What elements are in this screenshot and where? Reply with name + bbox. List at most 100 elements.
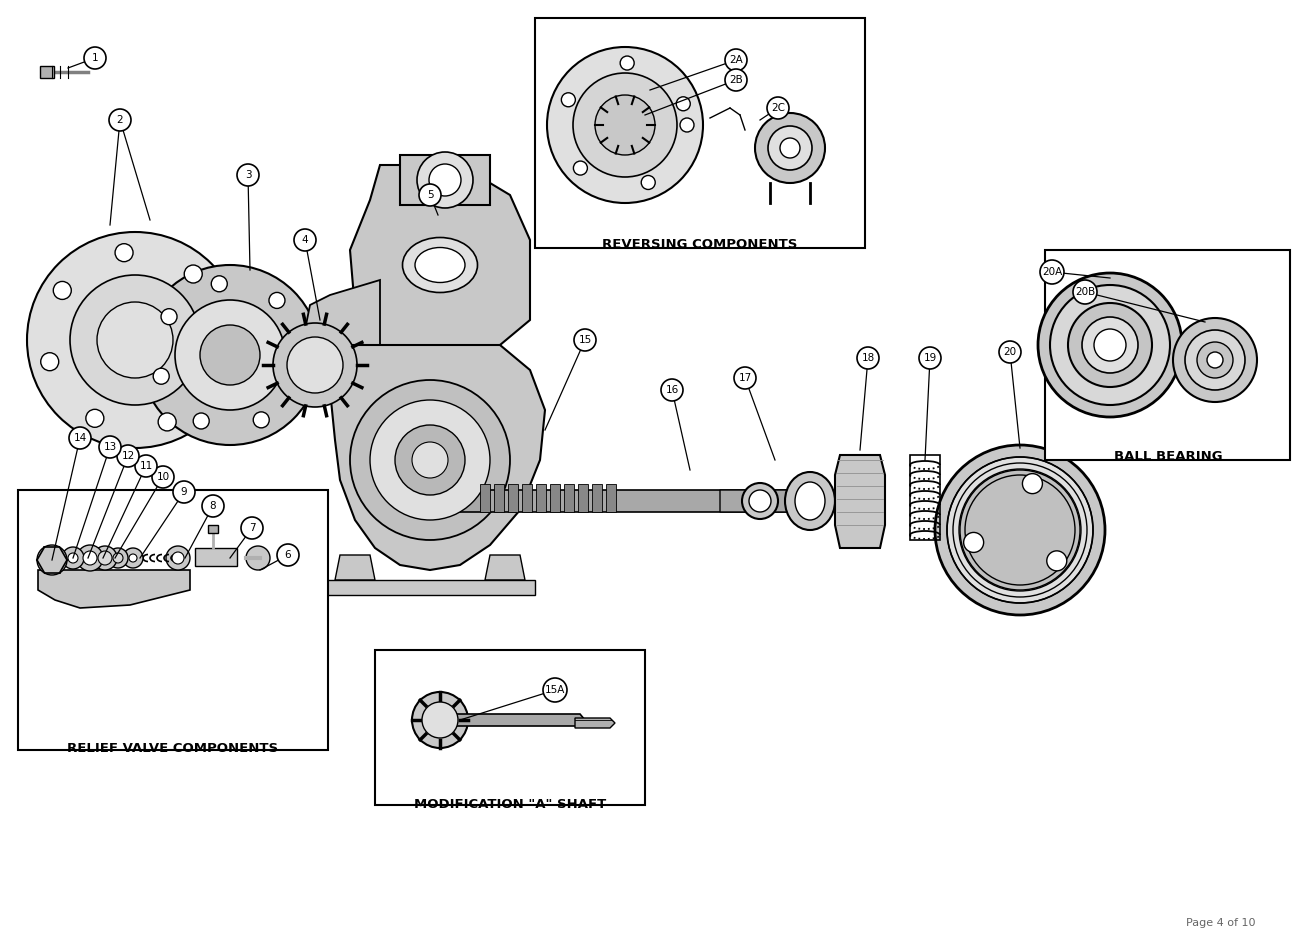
Circle shape [767,97,789,119]
Bar [195,548,237,566]
Circle shape [99,436,121,458]
Circle shape [725,49,748,71]
Circle shape [62,547,84,569]
Circle shape [857,347,879,369]
Text: REVERSING COMPONENTS: REVERSING COMPONENTS [602,238,798,251]
Circle shape [1050,285,1170,405]
Circle shape [543,678,567,702]
Circle shape [412,442,448,478]
Text: 20A: 20A [1041,267,1062,277]
Circle shape [1173,318,1257,402]
Circle shape [959,470,1080,590]
Bar [480,484,490,512]
Circle shape [70,275,200,405]
Circle shape [680,118,694,132]
Bar [910,455,940,540]
Circle shape [660,379,682,401]
Circle shape [1186,330,1245,390]
Circle shape [27,232,243,448]
Text: 3: 3 [244,170,251,180]
Text: 1: 1 [92,53,99,63]
Circle shape [1046,551,1067,571]
Circle shape [254,412,269,428]
Text: 2A: 2A [729,55,742,65]
Circle shape [153,368,169,384]
Circle shape [734,367,757,389]
Bar [508,484,517,512]
Bar [1045,250,1290,460]
Text: 5: 5 [426,190,433,200]
Text: BALL BEARING: BALL BEARING [1114,450,1222,463]
Text: 20B: 20B [1075,287,1095,297]
Circle shape [109,109,131,131]
Bar [550,484,560,512]
Circle shape [573,161,588,175]
Circle shape [237,164,259,186]
Circle shape [240,517,263,539]
Circle shape [755,113,826,183]
Text: 19: 19 [923,353,936,363]
Text: 15A: 15A [545,685,566,695]
Circle shape [83,551,98,565]
Polygon shape [485,555,525,580]
Ellipse shape [785,472,835,530]
Text: 15: 15 [578,335,592,345]
Polygon shape [350,165,530,355]
Circle shape [417,152,473,208]
Circle shape [963,533,984,553]
Circle shape [725,69,748,91]
Circle shape [152,466,174,488]
Text: 9: 9 [181,487,187,497]
Polygon shape [430,490,829,512]
Circle shape [1095,329,1126,361]
Circle shape [40,353,58,371]
Bar [494,484,504,512]
Circle shape [98,302,173,378]
Circle shape [1037,273,1182,417]
Circle shape [212,275,227,291]
Circle shape [69,427,91,449]
Polygon shape [835,455,885,548]
Text: 14: 14 [73,433,87,443]
Polygon shape [720,490,840,512]
Circle shape [422,702,458,738]
Circle shape [429,164,461,196]
Text: 4: 4 [302,235,308,245]
Circle shape [287,337,343,393]
Circle shape [277,544,299,566]
Circle shape [246,546,270,570]
Text: 2: 2 [117,115,124,125]
Bar [40,66,55,78]
Circle shape [350,380,510,540]
Bar [18,490,328,750]
Circle shape [86,409,104,427]
Bar [208,525,218,533]
Circle shape [998,341,1020,363]
Circle shape [1197,342,1232,378]
Circle shape [742,483,777,519]
Circle shape [209,361,226,379]
Circle shape [135,455,157,477]
Text: Page 4 of 10: Page 4 of 10 [1186,918,1254,928]
Circle shape [1022,473,1043,493]
Circle shape [547,47,703,203]
Text: 13: 13 [104,442,117,452]
Circle shape [269,292,285,308]
Circle shape [1040,260,1063,284]
Circle shape [36,545,68,575]
Circle shape [370,400,490,520]
Circle shape [1069,303,1152,387]
Polygon shape [335,555,374,580]
Circle shape [161,308,177,324]
Circle shape [780,138,800,158]
Circle shape [116,243,133,262]
Circle shape [200,325,260,385]
Ellipse shape [403,238,477,292]
Polygon shape [575,718,615,728]
Circle shape [108,548,127,568]
Text: 16: 16 [666,385,679,395]
Text: MODIFICATION "A" SHAFT: MODIFICATION "A" SHAFT [413,798,606,811]
Circle shape [768,126,812,170]
Polygon shape [306,280,380,360]
Circle shape [294,229,316,251]
